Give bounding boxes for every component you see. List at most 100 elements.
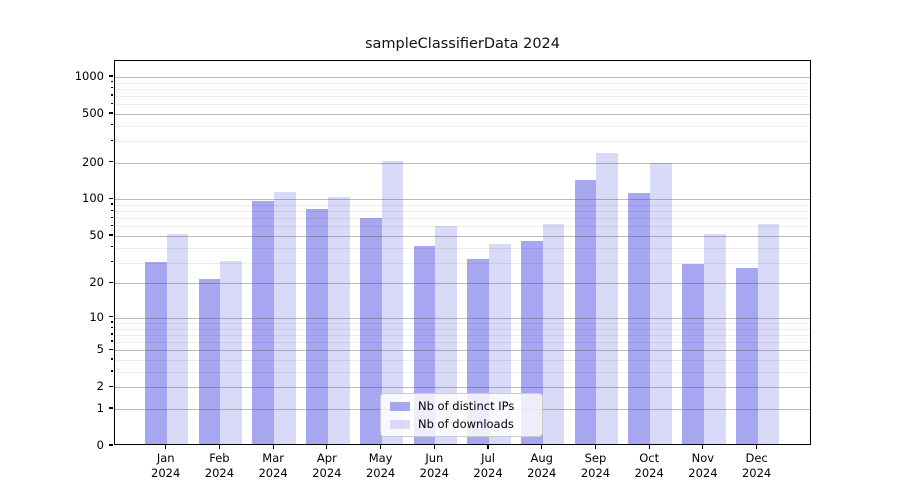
- x-tick-oct: [648, 445, 650, 449]
- y-tick-label-10: 10: [89, 309, 104, 324]
- x-tick-label-jan: Jan 2024: [151, 451, 181, 480]
- legend-label-downloads: Nb of downloads: [418, 417, 514, 431]
- gridline-minor-90: [115, 205, 810, 207]
- x-tick-label-apr: Apr 2024: [312, 451, 342, 480]
- gridline-major-20: [115, 283, 810, 285]
- y-minor-tick-40: [110, 246, 113, 248]
- y-minor-tick-90: [110, 203, 113, 205]
- gridline-major-50: [115, 235, 810, 237]
- x-tick-mar: [272, 445, 274, 449]
- y-minor-tick-9: [110, 321, 113, 323]
- x-tick-feb: [218, 445, 220, 449]
- y-minor-tick-80: [110, 209, 113, 211]
- gridline-major-2: [115, 387, 810, 389]
- y-minor-tick-3: [110, 370, 113, 372]
- y-tick-1000: [109, 75, 113, 77]
- gridline-major-10: [115, 317, 810, 319]
- gridline-minor-900: [115, 82, 810, 84]
- y-tick-label-20: 20: [89, 275, 104, 290]
- bar-distinct-ips-sep: [574, 179, 597, 444]
- gridline-minor-400: [115, 125, 810, 127]
- x-tick-sep: [594, 445, 597, 449]
- y-tick-label-50: 50: [89, 227, 104, 242]
- y-minor-tick-800: [110, 87, 113, 89]
- x-tick-label-may: May 2024: [365, 451, 396, 480]
- bar-downloads-dec: [757, 224, 780, 444]
- gridline-minor-9: [115, 323, 810, 324]
- legend-swatch-downloads: [390, 419, 410, 429]
- y-minor-tick-7: [110, 333, 113, 335]
- y-tick-label-100: 100: [82, 191, 104, 206]
- legend-item-distinct-ips: Nb of distinct IPs: [387, 399, 536, 414]
- x-tick-label-feb: Feb 2024: [204, 451, 235, 480]
- bar-downloads-aug: [542, 224, 565, 444]
- gridline-minor-7: [115, 334, 810, 336]
- y-minor-tick-8: [110, 327, 113, 329]
- gridline-minor-800: [115, 88, 810, 90]
- bar-distinct-ips-apr: [306, 208, 328, 444]
- x-tick-jul: [487, 445, 489, 449]
- y-minor-tick-900: [110, 80, 113, 83]
- bar-distinct-ips-may: [359, 217, 382, 444]
- gridline-major-500: [115, 113, 810, 115]
- x-tick-label-mar: Mar 2024: [258, 451, 288, 480]
- bar-distinct-ips-nov: [682, 264, 704, 444]
- gridline-major-100: [115, 199, 810, 201]
- y-tick-200: [109, 161, 113, 163]
- bar-downloads-mar: [274, 191, 296, 444]
- bar-downloads-nov: [703, 233, 726, 444]
- x-tick-jan: [165, 445, 167, 449]
- bar-downloads-apr: [327, 197, 350, 444]
- legend-swatch-distinct-ips: [390, 401, 410, 411]
- gridline-major-1000: [115, 76, 810, 78]
- bar-distinct-ips-dec: [735, 267, 758, 444]
- gridline-minor-700: [115, 95, 810, 97]
- bar-downloads-sep: [596, 152, 619, 444]
- y-minor-tick-4: [110, 358, 113, 360]
- y-tick-0: [109, 444, 113, 446]
- bar-distinct-ips-jan: [145, 262, 167, 444]
- x-tick-jun: [433, 445, 435, 449]
- x-tick-nov: [702, 445, 704, 449]
- y-tick-1: [109, 407, 113, 409]
- gridline-minor-300: [115, 141, 810, 143]
- bar-downloads-oct: [650, 163, 672, 444]
- legend-item-downloads: Nb of downloads: [387, 417, 536, 432]
- x-tick-label-aug: Aug 2024: [527, 451, 557, 480]
- bar-downloads-feb: [220, 260, 243, 444]
- x-tick-aug: [541, 445, 543, 449]
- bar-distinct-ips-mar: [252, 200, 275, 444]
- x-tick-may: [379, 445, 382, 449]
- plot-area: [114, 60, 811, 445]
- y-minor-tick-400: [110, 124, 113, 126]
- y-minor-tick-600: [110, 102, 113, 104]
- legend-label-distinct-ips: Nb of distinct IPs: [418, 399, 515, 413]
- gridline-minor-40: [115, 247, 810, 249]
- y-tick-20: [109, 281, 113, 283]
- gridline-minor-60: [115, 226, 810, 228]
- bar-distinct-ips-feb: [198, 278, 221, 444]
- gridline-minor-80: [115, 211, 810, 213]
- gridline-minor-600: [115, 104, 810, 106]
- y-tick-label-1000: 1000: [74, 68, 104, 83]
- y-minor-tick-6: [110, 340, 113, 342]
- y-minor-tick-60: [110, 224, 113, 226]
- y-tick-5: [109, 348, 113, 350]
- y-tick-label-2: 2: [96, 379, 104, 394]
- y-tick-50: [109, 234, 113, 236]
- gridline-minor-8: [115, 328, 810, 330]
- y-minor-tick-300: [110, 139, 113, 141]
- gridline-minor-3: [115, 371, 810, 373]
- legend: Nb of distinct IPs Nb of downloads: [380, 393, 543, 437]
- gridline-minor-70: [115, 218, 810, 220]
- x-tick-label-jul: Jul 2024: [473, 451, 503, 480]
- y-minor-tick-30: [110, 260, 113, 263]
- y-tick-500: [109, 112, 113, 114]
- y-tick-2: [109, 385, 113, 387]
- gridline-minor-30: [115, 262, 810, 264]
- bar-distinct-ips-oct: [628, 193, 651, 444]
- x-tick-dec: [756, 445, 758, 449]
- y-tick-label-0: 0: [96, 438, 104, 452]
- x-tick-label-nov: Nov 2024: [688, 451, 718, 480]
